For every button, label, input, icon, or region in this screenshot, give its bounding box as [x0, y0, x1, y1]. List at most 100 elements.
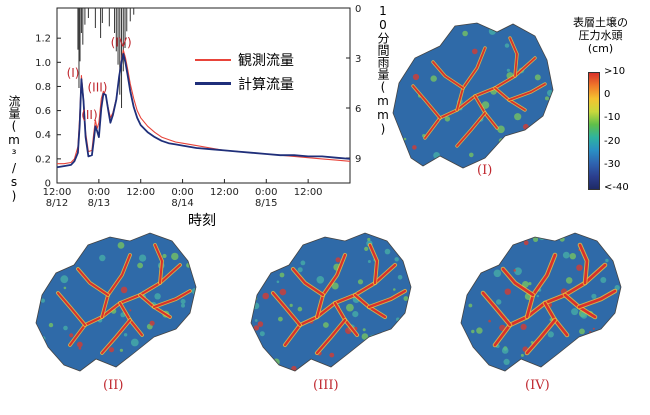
saturated-patch — [412, 145, 417, 150]
wet-patch — [534, 74, 541, 81]
series-line-computed — [56, 53, 351, 169]
map-fill-group — [251, 225, 414, 375]
catchment-outline — [250, 232, 412, 372]
wet-patch — [190, 265, 195, 269]
colorbar-title-line-2: 圧力水頭 — [578, 29, 623, 42]
river-channel — [509, 37, 518, 77]
wet-patch — [614, 285, 620, 291]
colorbar-tick-label: 0 — [604, 89, 611, 101]
wet-patch — [403, 137, 407, 141]
wet-patch — [613, 236, 618, 242]
wet-patch — [263, 266, 270, 273]
saturated-patch — [172, 225, 178, 229]
wet-patch — [44, 234, 50, 239]
wet-patch — [154, 293, 161, 300]
wet-patch — [323, 322, 329, 328]
wet-patch — [471, 329, 475, 334]
river-channel — [271, 291, 302, 327]
colorbar-tick-label: -10 — [604, 112, 621, 124]
wet-patch — [565, 370, 573, 371]
river-channel — [456, 112, 486, 147]
wet-patch — [512, 137, 519, 144]
y-tick-label: 0.4 — [35, 130, 51, 141]
river-channel — [525, 318, 557, 355]
wet-patch — [326, 374, 329, 375]
wet-patch — [455, 351, 460, 359]
wet-patch — [533, 236, 539, 242]
saturated-patch — [576, 264, 583, 271]
peak-annotation: (III) — [87, 80, 107, 94]
map-label-I: (I) — [477, 163, 493, 178]
wet-patch — [181, 303, 185, 308]
saturated-patch — [355, 225, 360, 230]
river-channel — [456, 47, 486, 111]
saturated-patch — [520, 323, 527, 330]
peak-annotation: (I) — [67, 66, 80, 80]
colorbar-title-line-1: 表層土壌の — [573, 16, 628, 29]
y-tick-label: 0 — [45, 179, 51, 190]
map-base-fill — [251, 233, 411, 371]
wet-patch — [346, 303, 354, 312]
river-channel — [508, 83, 546, 101]
wet-patch — [410, 26, 417, 33]
wet-patch — [180, 299, 186, 304]
wet-patch — [493, 269, 502, 278]
map-base-fill — [393, 23, 553, 168]
y-tick-label: 0.2 — [35, 154, 51, 165]
saturated-patch — [251, 311, 253, 315]
y-tick-label: 1.0 — [35, 58, 51, 69]
wet-patch — [538, 234, 545, 241]
saturated-patch — [513, 269, 516, 272]
wet-patch — [393, 288, 396, 291]
river-channel — [432, 61, 464, 89]
wet-patch — [364, 246, 369, 251]
peak-annotation: (IV) — [111, 36, 132, 50]
wet-patch — [188, 366, 192, 370]
saturated-patch — [412, 73, 420, 81]
wet-patch — [193, 268, 196, 273]
legend-swatch-computed — [195, 82, 231, 85]
wet-patch — [260, 371, 268, 375]
river-channel — [367, 289, 407, 309]
wet-patch — [579, 328, 585, 335]
wet-patch — [496, 299, 502, 305]
wet-patch — [184, 338, 192, 346]
x-tick-label: 12:00 — [43, 187, 72, 198]
wet-patch — [455, 337, 461, 344]
wet-patch — [481, 23, 485, 25]
wet-patch — [481, 101, 490, 109]
wet-patch — [99, 254, 106, 262]
colorbar-tick-label: <-40 — [604, 182, 629, 193]
wet-patch — [562, 251, 570, 259]
saturated-patch — [474, 240, 481, 247]
wet-patch — [605, 258, 609, 263]
wet-patch — [535, 233, 539, 237]
wet-patch — [411, 234, 414, 237]
wet-patch — [480, 265, 487, 271]
wet-patch — [432, 30, 436, 34]
wet-patch — [479, 236, 486, 243]
wet-patch — [624, 226, 627, 229]
wet-patch — [46, 267, 53, 275]
wet-patch — [130, 338, 139, 347]
wet-patch — [571, 308, 579, 316]
colorbar-title: 表層土壌の 圧力水頭 (cm) — [553, 16, 648, 55]
x-tick-label: 12:00 — [126, 187, 155, 198]
wet-patch — [63, 286, 67, 290]
wet-patch — [326, 225, 333, 230]
wet-patch — [476, 327, 483, 334]
saturated-patch — [523, 240, 529, 246]
wet-patch — [84, 227, 87, 230]
catchment-map-IV — [455, 226, 627, 372]
legend-label-computed: 計算流量 — [238, 77, 294, 93]
wet-patch — [367, 260, 371, 263]
wet-patch — [40, 298, 45, 303]
wet-patch — [620, 341, 621, 345]
river-channel — [153, 243, 164, 285]
y2-tick-label: 9 — [355, 154, 361, 165]
colorbar-tick-label: -20 — [604, 135, 621, 147]
saturated-patch — [279, 288, 287, 296]
wet-patch — [444, 116, 451, 122]
river-channel — [315, 253, 347, 319]
map-label-IV: (IV) — [525, 378, 550, 393]
